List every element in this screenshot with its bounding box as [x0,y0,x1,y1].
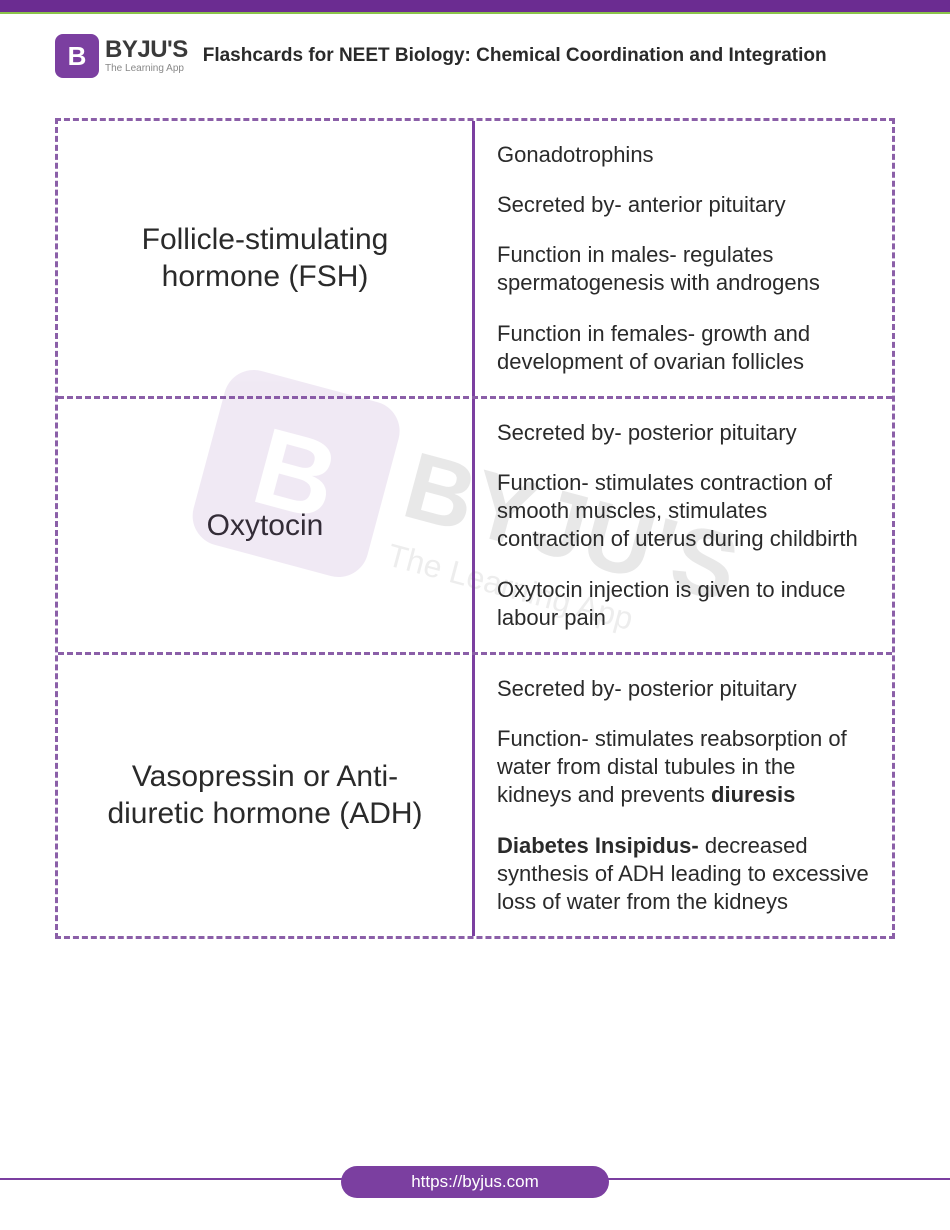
brand-name: BYJU'S [105,38,188,62]
flashcard-term: Oxytocin [207,507,324,545]
logo-badge-icon: B [55,34,99,78]
flashcard-term-cell: Oxytocin [58,399,475,652]
flashcard-table: Follicle-stimulating hormone (FSH) Gonado… [55,118,895,939]
brand-tagline: The Learning App [105,64,188,74]
flashcard-row: Vasopressin or Anti-diuretic hormone (AD… [58,655,892,936]
flashcard-detail-line: Oxytocin injection is given to induce la… [497,576,870,632]
flashcard-row: Follicle-stimulating hormone (FSH) Gonado… [58,121,892,399]
flashcard-detail-line: Secreted by- anterior pituitary [497,191,870,219]
logo-text-block: BYJU'S The Learning App [105,38,188,74]
flashcard-detail-line: Gonadotrophins [497,141,870,169]
flashcard-detail-line: Function- stimulates reabsorption of wat… [497,725,870,809]
flashcard-term-cell: Follicle-stimulating hormone (FSH) [58,121,475,396]
flashcard-detail-line: Secreted by- posterior pituitary [497,419,870,447]
brand-logo: B BYJU'S The Learning App [55,34,188,78]
flashcard-detail-line: Diabetes Insipidus- decreased synthesis … [497,832,870,916]
flashcard-detail-line: Secreted by- posterior pituitary [497,675,870,703]
footer: https://byjus.com [0,1166,950,1198]
flashcard-row: Oxytocin Secreted by- posterior pituitary… [58,399,892,655]
flashcard-term: Vasopressin or Anti-diuretic hormone (AD… [88,758,442,833]
flashcard-detail-cell: Secreted by- posterior pituitary Function… [475,655,892,936]
flashcard-term-cell: Vasopressin or Anti-diuretic hormone (AD… [58,655,475,936]
page-title: Flashcards for NEET Biology: Chemical Co… [203,45,895,67]
flashcard-detail-line: Function in males- regulates spermatogen… [497,241,870,297]
flashcard-detail-cell: Secreted by- posterior pituitary Function… [475,399,892,652]
footer-url-pill: https://byjus.com [341,1166,609,1198]
flashcard-term: Follicle-stimulating hormone (FSH) [88,221,442,296]
flashcard-detail-line: Function in females- growth and developm… [497,320,870,376]
flashcard-detail-cell: Gonadotrophins Secreted by- anterior pitu… [475,121,892,396]
top-accent-bar [0,0,950,14]
flashcard-detail-line: Function- stimulates contraction of smoo… [497,469,870,553]
header: B BYJU'S The Learning App Flashcards for… [0,14,950,88]
